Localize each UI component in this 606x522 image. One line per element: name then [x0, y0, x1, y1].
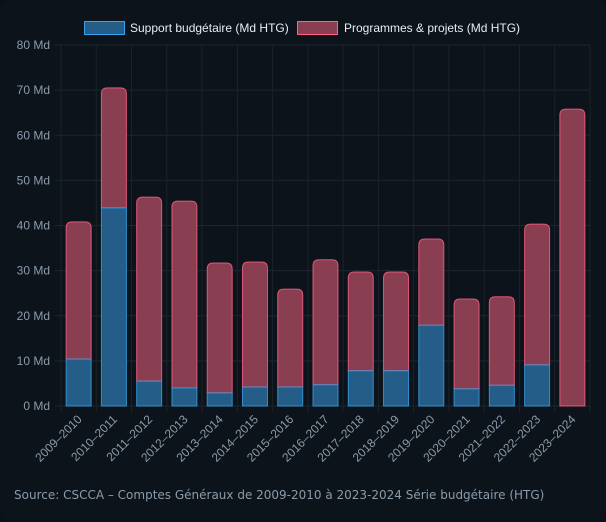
bar-programmes[interactable] — [100, 87, 127, 209]
y-tick-label: 30 Md — [17, 264, 50, 278]
x-axis: 2009–20102010–20112011–20122012–20132013… — [32, 412, 578, 465]
bar-programmes[interactable] — [418, 238, 445, 326]
bar-programmes[interactable] — [383, 271, 410, 372]
bar-group[interactable] — [559, 108, 586, 407]
bar-group[interactable] — [524, 223, 551, 407]
legend-label: Programmes & projets (Md HTG) — [344, 21, 520, 35]
legend-item-support[interactable]: Support budgétaire (Md HTG) — [84, 21, 289, 35]
y-tick-label: 20 Md — [17, 309, 50, 323]
legend: Support budgétaire (Md HTG) Programmes & … — [84, 21, 521, 35]
bar-support[interactable] — [206, 392, 233, 407]
bar-support[interactable] — [453, 388, 480, 407]
y-axis: 0 Md 10 Md 20 Md 30 Md 40 Md 50 Md 60 Md 70 Md 8… — [17, 38, 50, 413]
bar-programmes[interactable] — [453, 298, 480, 390]
bar-programmes[interactable] — [277, 288, 304, 388]
bar-programmes[interactable] — [241, 261, 268, 388]
bar-programmes[interactable] — [347, 271, 374, 372]
bar-programmes[interactable] — [65, 221, 92, 360]
bar-group[interactable] — [488, 296, 515, 407]
y-tick-label: 60 Md — [17, 128, 50, 142]
bar-group[interactable] — [277, 288, 304, 407]
legend-swatch — [84, 21, 125, 35]
bar-support[interactable] — [100, 207, 127, 407]
bar-group[interactable] — [312, 259, 339, 407]
bar-group[interactable] — [347, 271, 374, 407]
bar-programmes[interactable] — [312, 259, 339, 386]
bar-programmes[interactable] — [524, 223, 551, 366]
bar-programmes[interactable] — [559, 108, 586, 407]
bar-support[interactable] — [524, 364, 551, 407]
bar-programmes[interactable] — [488, 296, 515, 386]
bar-programmes[interactable] — [206, 262, 233, 394]
source-note: Source: CSCCA – Comptes Généraux de 2009… — [14, 488, 545, 502]
bar-group[interactable] — [383, 271, 410, 407]
bar-programmes[interactable] — [171, 200, 198, 389]
bar-support[interactable] — [241, 386, 268, 407]
bar-support[interactable] — [383, 370, 410, 407]
y-tick-label: 50 Md — [17, 173, 50, 187]
bar-group[interactable] — [100, 87, 127, 407]
y-tick-label: 80 Md — [17, 38, 50, 52]
bar-group[interactable] — [65, 221, 92, 407]
grid — [55, 44, 591, 412]
y-tick-label: 70 Md — [17, 83, 50, 97]
y-tick-label: 10 Md — [17, 354, 50, 368]
bar-group[interactable] — [206, 262, 233, 407]
bar-group[interactable] — [418, 238, 445, 407]
y-tick-label: 40 Md — [17, 219, 50, 233]
legend-swatch — [297, 21, 338, 35]
legend-item-programmes[interactable]: Programmes & projets (Md HTG) — [297, 21, 521, 35]
bar-support[interactable] — [488, 384, 515, 407]
bar-support[interactable] — [277, 386, 304, 407]
y-tick-label: 0 Md — [23, 399, 50, 413]
bar-programmes[interactable] — [136, 196, 163, 382]
bar-support[interactable] — [312, 384, 339, 407]
bar-support[interactable] — [418, 324, 445, 407]
bar-support[interactable] — [347, 370, 374, 407]
legend-label: Support budgétaire (Md HTG) — [130, 21, 289, 35]
bar-group[interactable] — [453, 298, 480, 407]
bar-group[interactable] — [241, 261, 268, 407]
bar-group[interactable] — [136, 196, 163, 407]
bar-support[interactable] — [65, 358, 92, 407]
bar-support[interactable] — [171, 387, 198, 407]
bar-support[interactable] — [136, 380, 163, 407]
bar-group[interactable] — [171, 200, 198, 407]
bars — [65, 87, 586, 407]
